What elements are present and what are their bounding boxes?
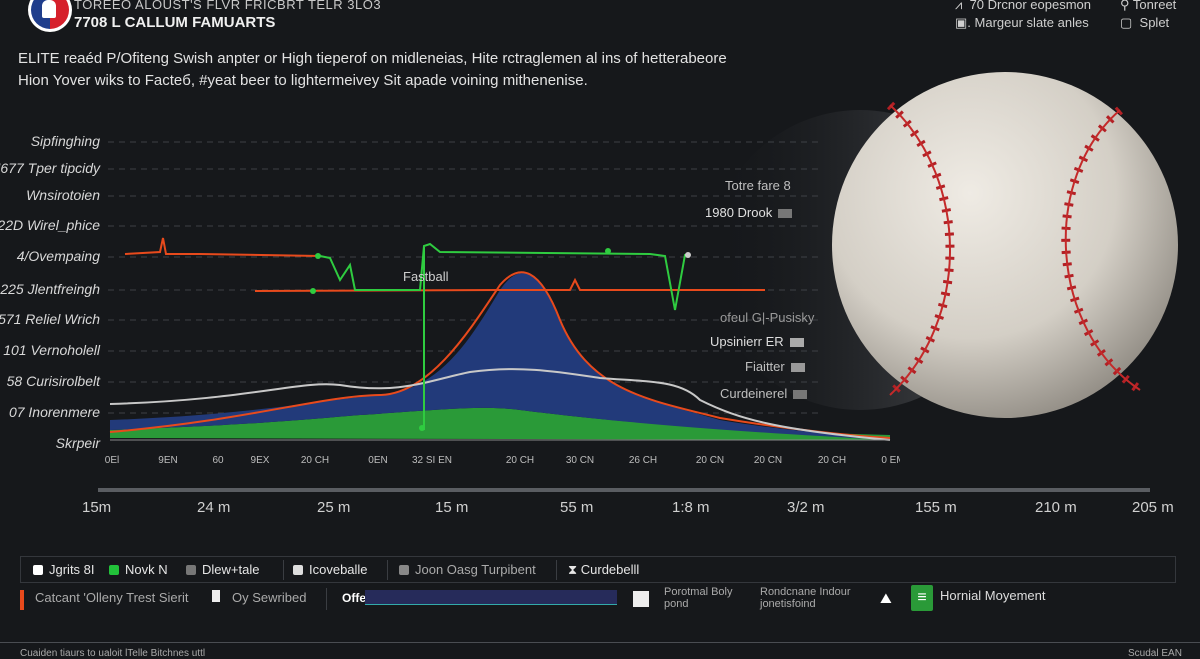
hourglass-icon: ⧗ [568,562,581,577]
movement-line [319,242,691,430]
fastball-line-top [124,237,321,257]
info-1: Porotmal Boly pond [664,586,733,610]
square-icon [33,565,43,575]
scrubber-label: 210 m [1035,499,1077,516]
ground-area [110,407,890,440]
x-tick-label: 20 CH [818,455,846,466]
mountain-icon: ⩘ [955,0,963,12]
x-tick-label: 0 EM [881,455,900,466]
movement-label[interactable]: Hornial Moyement [940,588,1046,603]
scrubber-label: 25 m [317,499,351,516]
pitch-chart: Fastball 0El 9EN 60 9EX 20 CH 0EN 32 SI EN 20 C… [105,141,900,466]
orange-marker [20,590,24,610]
y-axis-label: 07 Inorenmere [8,404,100,420]
y-axis-label: J677 Tper tipcidy [0,160,100,176]
x-tick-label: 60 [212,455,224,466]
x-tick-label: 9EN [158,455,177,466]
description-line-2: Hion Yover wiks to Facteб, #yeat beer to… [18,72,588,89]
legend-item-5[interactable]: Joon Oasg Turpibent [399,562,536,577]
footer-divider [0,642,1200,643]
team-logo [28,0,72,32]
right-label-5: Fiaitter [745,359,805,374]
x-tick-label: 30 CN [566,455,594,466]
header-item-2[interactable]: ⚲ Tonreet [1120,0,1176,13]
x-tick-label: 0El [105,455,119,466]
scrubber-label: 3/2 m [787,499,825,516]
density-area [110,273,890,440]
image-icon [633,591,649,607]
y-axis-label: Sipfinghing [30,133,100,149]
scrubber-label: 205 m [1132,499,1174,516]
scrubber-label: 15m [82,499,112,516]
y-axis-label: 571 Reliel Wrich [0,311,100,327]
right-label-6: Curdeinerel [720,386,808,401]
x-tick-label: 20 CH [301,455,329,466]
right-label-4: Upsinierr ER [710,334,804,349]
description-line-1: ELITE reaéd P/Ofiteng Swish anpter or Hi… [18,50,727,67]
scrubber-label: 15 m [435,499,469,516]
legend-item-3[interactable]: Dlew+tale [186,562,259,577]
legend-item-6[interactable]: ⧗ Curdebelll [568,562,640,577]
x-tick-label: 20 CN [754,455,782,466]
page-title: 7708 L CALLUM FAMUARTS [74,14,276,31]
timeline-scrubber[interactable] [98,488,1150,492]
row2-item-2: Oy Sewribed [232,590,307,605]
y-axis-label: 58 Curisirolbelt [6,373,100,389]
y-axis-label: 225 Jlentfreingh [0,281,100,297]
scrubber-label: 155 m [915,499,957,516]
offer-minimap[interactable] [365,590,617,605]
menu-icon[interactable]: ≡ [911,585,933,611]
x-tick-label: 20 CH [506,455,534,466]
header-subtitle: TOREEO ALOUST'S FLVR FRICBRT TELR 3LO3 [74,0,382,12]
scrubber-label: 24 m [197,499,231,516]
y-axis-label: Skrpeir [55,435,100,451]
device-icon: ▢ [1120,15,1133,30]
info-2: Rondcnane Indour jonetisfoind [760,586,851,610]
right-label-1: Totre fare 8 [725,178,791,193]
legend-item-4[interactable]: Icoveballe [293,562,368,577]
white-marker [212,590,220,602]
row2-item-1: Catcant 'Olleny Trest Sierit [35,590,189,605]
x-tick-label: 9EX [251,455,270,466]
fastball-line-mid [254,277,765,292]
pin-icon: ⚲ [1120,0,1130,12]
scrubber-label: 1:8 m [672,499,710,516]
header-item-4[interactable]: ▢ Splet [1120,15,1170,30]
y-axis-label: 101 Vernoholell [3,342,100,358]
legend-item-1[interactable]: Jgrits 8I [33,562,95,577]
header-item-3[interactable]: ▣. Margeur slate anles [955,15,1089,30]
right-label-2: 1980 Drook [705,205,793,220]
baseline-line [109,368,891,441]
x-tick-label: 32 SI EN [412,455,452,466]
pitcher-icon: ⛰ [880,590,892,606]
shield-icon [399,565,409,575]
legend-item-2[interactable]: Novk N [109,562,168,577]
x-tick-label: 0EN [368,455,387,466]
x-tick-label: 26 CH [629,455,657,466]
shield-icon [293,565,303,575]
y-axis-label: 4/Ovempaing [16,248,100,264]
y-axis-label: Wnsirotoien [26,187,100,203]
header-item-1[interactable]: ⩘ 70 Drcnor eopesmon [955,0,1091,13]
baseball-image [710,72,1178,418]
y-axis-label: 22D Wirel_phice [0,217,100,233]
legend-bar: Jgrits 8I Novk N Dlew+tale Icoveballe Jo… [20,556,1176,583]
fastball-annotation: Fastball [403,269,449,284]
fastball-density-line [109,271,891,439]
x-tick-label: 20 CN [696,455,724,466]
camera-icon: ▣ [955,15,968,30]
scrubber-label: 55 m [560,499,594,516]
right-label-3: ofeul G|-Pusisky [720,310,815,325]
